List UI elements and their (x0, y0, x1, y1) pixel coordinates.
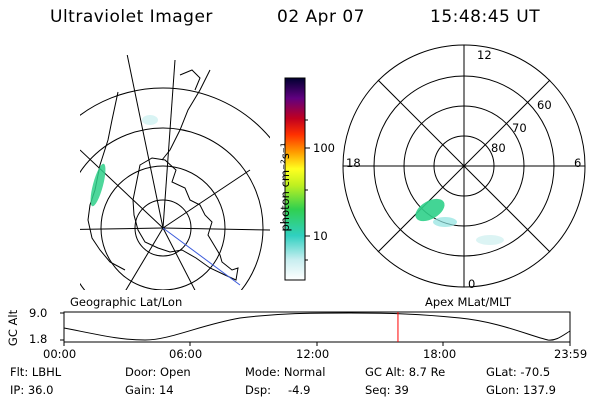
altitude-y-tick-label: 1.8 (29, 332, 48, 346)
date-label: 02 Apr 07 (277, 7, 365, 27)
altitude-curve (63, 312, 571, 341)
lt-label-bottom: 0 (468, 277, 476, 291)
lt-label-top: 12 (477, 48, 492, 62)
aurora-patch-polar (415, 198, 445, 222)
polar-diagonal (377, 79, 551, 253)
time-label: 15:48:45 UT (430, 7, 541, 27)
meridian-line (162, 227, 270, 231)
island-coastline (179, 69, 201, 91)
lt-label-right: 6 (574, 156, 582, 170)
filter-info: Flt: LBHL (10, 365, 62, 379)
lat-label-80: 80 (491, 141, 506, 155)
altitude-x-tick-label: 23:59 (554, 347, 588, 361)
right-panel-label: Apex MLat/MLT (425, 295, 512, 309)
instrument-title: Ultraviolet Imager (50, 7, 213, 27)
glon-info: GLon: 137.9 (486, 383, 556, 397)
lat-circle-60 (80, 127, 264, 290)
gain-info: Gain: 14 (125, 383, 174, 397)
lat-circle-70 (100, 165, 226, 290)
lat-label-60: 60 (537, 98, 552, 112)
door-info: Door: Open (125, 365, 191, 379)
peninsula-coastline (161, 69, 211, 161)
altitude-x-tick-label: 18:00 (423, 347, 457, 361)
altitude-x-tick-label: 06:00 (169, 347, 203, 361)
colorbar-tick-label: 100 (313, 141, 335, 155)
aurora-patch-left (90, 163, 106, 207)
meridian-line (80, 149, 164, 229)
faint-emission (142, 115, 158, 125)
altitude-y-tick-label: 9.0 (29, 306, 48, 320)
meridian-line (162, 227, 196, 290)
spacecraft-direction-line (162, 227, 241, 286)
meridian-line (162, 59, 176, 229)
faint-emission-polar (476, 235, 504, 245)
meridian-line (126, 55, 164, 229)
dsp-value: -4.9 (288, 383, 311, 397)
meridian-line (125, 227, 164, 290)
altitude-axis-title: GC Alt (6, 309, 20, 347)
altitude-x-tick-label: 00:00 (43, 347, 77, 361)
lat-circle-50 (80, 87, 270, 139)
colorbar-tick-label: 10 (313, 229, 328, 243)
glat-info: GLat: -70.5 (486, 365, 551, 379)
mode-info: Mode: Normal (245, 365, 326, 379)
meridian-line (80, 227, 164, 230)
lat-label-70: 70 (512, 121, 527, 135)
colorbar (284, 77, 306, 281)
dsp-label: Dsp: (245, 383, 272, 397)
altitude-plot-frame (63, 311, 571, 343)
aurora-glow-polar (433, 217, 457, 227)
gc-alt-info: GC Alt: 8.7 Re (365, 365, 446, 379)
meridian-line (162, 169, 251, 229)
left-panel-label: Geographic Lat/Lon (70, 295, 183, 309)
polar-plot (342, 44, 586, 288)
altitude-x-tick-label: 12:00 (296, 347, 330, 361)
south-america-coastline (87, 91, 126, 271)
ip-info: IP: 36.0 (10, 383, 54, 397)
antarctica-coastline (132, 157, 239, 281)
seq-info: Seq: 39 (365, 383, 409, 397)
colorbar-unit-label: photon cm⁻²s⁻¹ (278, 142, 292, 232)
lt-label-left: 18 (346, 156, 361, 170)
